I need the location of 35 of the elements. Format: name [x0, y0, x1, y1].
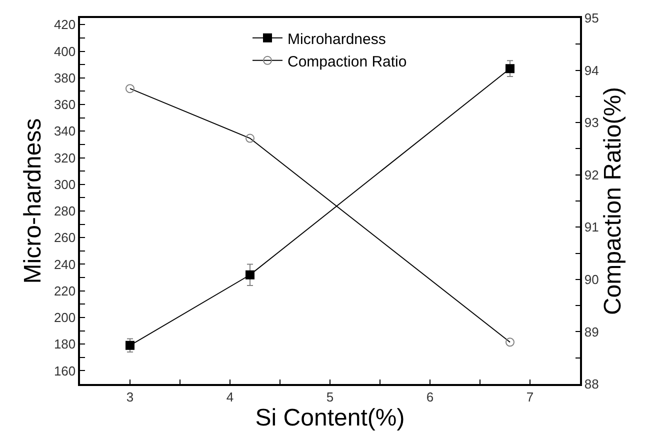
x-tick-label: 4 — [226, 389, 234, 404]
legend-label: Compaction Ratio — [288, 53, 407, 70]
y-tick-label: 420 — [54, 17, 76, 32]
y2-tick-label: 95 — [584, 10, 599, 26]
y-axis-title: Micro-hardness — [20, 118, 47, 284]
x-tick-label: 7 — [526, 389, 534, 404]
y2-tick-label: 92 — [584, 167, 599, 182]
y-tick-label: 320 — [54, 150, 76, 166]
x-tick-label: 6 — [426, 389, 434, 404]
x-axis-title: Si Content(%) — [255, 404, 405, 432]
point — [246, 270, 254, 280]
y2-tick-label: 88 — [584, 376, 599, 392]
point — [506, 64, 514, 74]
y-tick-label: 220 — [54, 283, 76, 298]
legend-label: Microhardness — [288, 30, 386, 48]
y2-tick-label: 93 — [584, 115, 599, 130]
y2-tick-label: 94 — [584, 62, 599, 78]
x-tick-label: 3 — [126, 389, 134, 404]
y-tick-label: 200 — [54, 310, 76, 325]
y-tick-label: 180 — [54, 336, 76, 352]
y2-tick-label: 91 — [584, 220, 599, 235]
x-tick-label: 5 — [326, 389, 334, 404]
y-tick-label: 340 — [54, 124, 76, 139]
y2-tick-label: 90 — [584, 272, 599, 287]
y-tick-label: 300 — [54, 176, 76, 192]
y-tick-label: 400 — [54, 44, 76, 59]
y-tick-label: 380 — [54, 70, 76, 86]
point — [126, 340, 134, 350]
y-tick-label: 360 — [54, 97, 76, 112]
y2-axis-title: Compaction Ratio(%) — [600, 86, 627, 316]
y-tick-label: 260 — [54, 230, 76, 246]
y-tick-label: 240 — [54, 256, 76, 272]
y-tick-label: 160 — [54, 363, 76, 378]
y-tick-label: 280 — [54, 204, 76, 219]
y2-tick-label: 89 — [584, 324, 599, 340]
